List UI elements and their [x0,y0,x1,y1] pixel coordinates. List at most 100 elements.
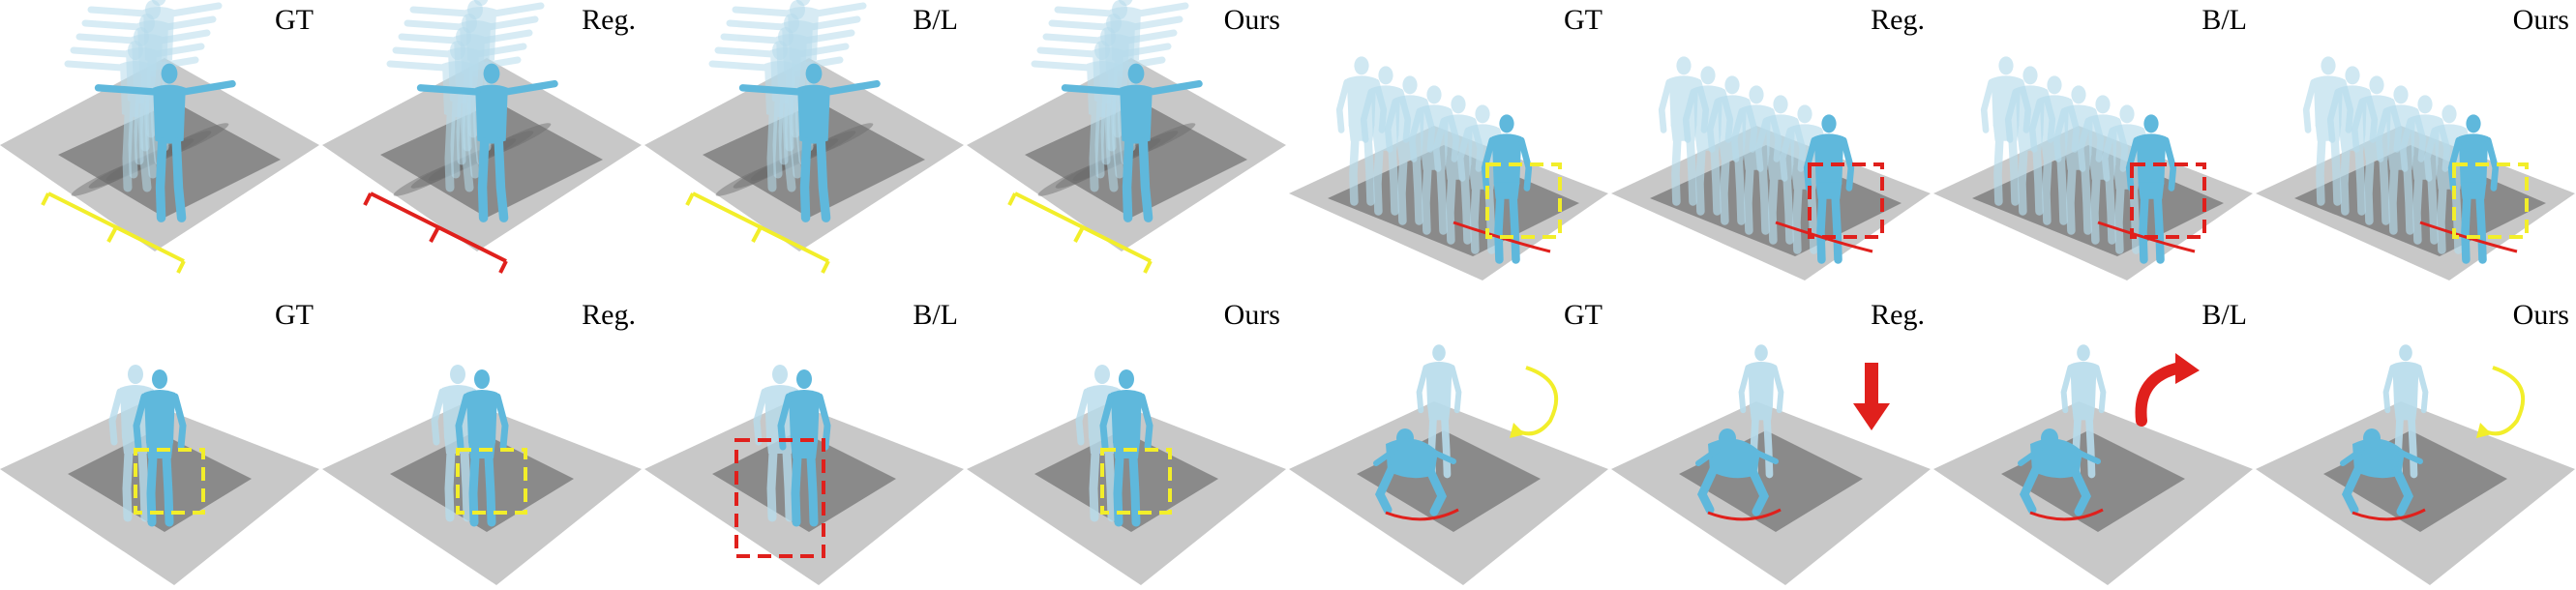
dashed-box-icon [134,448,205,515]
method-label: GT [1564,4,1603,36]
dashed-box-icon [1485,162,1562,239]
dashed-box-icon [456,448,527,515]
body-figure [2447,114,2500,264]
body-figure [1695,428,1779,516]
render-canvas [0,365,319,585]
panel-pair-2: Reg. [322,295,642,590]
method-label: Reg. [582,4,636,36]
floor-mat [390,430,574,532]
body-figure [2399,95,2451,245]
panel-pair-4: Ours [967,295,1286,590]
method-label: B/L [2202,299,2247,331]
floor-mat [380,102,603,218]
render-canvas [1933,56,2253,280]
trajectory-line [1453,221,1551,253]
panel-crouch-1: GT [1289,295,1608,590]
method-label: B/L [913,4,958,36]
floor-mat [58,102,281,218]
render-canvas [644,365,964,585]
method-label: GT [1564,299,1603,331]
method-label: Ours [1223,299,1280,331]
trajectory-line [1385,508,1459,521]
body-figure [2018,428,2101,516]
render-canvas [0,0,319,274]
trajectory-line [2419,221,2518,253]
panel-crouch-4: Ours [2256,295,2575,590]
curved-arrow-icon [1510,366,1559,438]
body-figure [1384,75,1436,225]
method-label: GT [275,299,314,331]
panel-walk-4: Ours [967,0,1286,295]
down-arrow-icon [1853,363,1890,430]
panel-stride-2: Reg. [1611,0,1931,295]
panel-pair-3: B/L [644,295,964,590]
panel-walk-1: GT [0,0,319,295]
render-canvas [322,0,642,274]
method-label: Reg. [1871,4,1925,36]
method-label: Reg. [582,299,636,331]
trajectory-line [2351,508,2426,521]
trajectory-line [2029,508,2104,521]
body-figure [1730,85,1782,235]
trajectory-line [1775,221,1873,253]
body-figure [2077,95,2129,245]
body-figure [133,369,187,527]
floor-mat [1034,430,1218,532]
floor-mat [1025,102,1247,218]
panel-walk-2: Reg. [322,0,642,295]
dashed-box-icon [2130,162,2206,239]
panel-crouch-2: Reg. [1611,295,1931,590]
render-canvas [644,0,964,274]
body-figure [2375,85,2427,235]
dashed-box-icon [1100,448,1172,515]
dashed-box-icon [1808,162,1884,239]
body-figure [1980,56,2032,206]
body-figure [2060,344,2107,479]
bracket-icon [1007,192,1153,274]
method-label: Ours [2512,299,2569,331]
render-canvas [1611,56,1931,280]
body-figure [2382,344,2429,479]
render-canvas [1611,344,1931,585]
render-canvas [2256,56,2575,280]
bracket-icon [363,192,508,274]
panel-stride-1: GT [1289,0,1608,295]
method-label: B/L [913,299,958,331]
render-canvas [1289,344,1608,585]
panel-walk-3: B/L [644,0,964,295]
body-figure [94,63,236,222]
panel-crouch-3: B/L [1933,295,2253,590]
body-figure [2125,114,2177,264]
render-canvas [1289,56,1608,280]
trajectory-line [1707,508,1782,521]
body-figure [1779,104,1831,254]
method-label: Ours [2512,4,2569,36]
body-figure [1481,114,1533,264]
panel-stride-4: Ours [2256,0,2575,295]
method-label: Ours [1223,4,1280,36]
body-figure [416,63,558,222]
method-label: GT [275,4,314,36]
body-figure [1061,63,1203,222]
render-canvas [2256,344,2575,585]
floor-mat [712,430,896,532]
body-figure [777,369,831,527]
body-figure [1373,428,1456,516]
body-figure [2340,428,2423,516]
trajectory-line [2097,221,2196,253]
body-figure [1803,114,1855,264]
curved-arrow-icon [2135,353,2200,427]
bracket-icon [685,192,830,274]
dashed-box-icon [734,438,825,558]
floor-mat [68,430,252,532]
method-label: B/L [2202,4,2247,36]
bracket-icon [41,192,186,274]
panel-stride-3: B/L [1933,0,2253,295]
floor-mat [703,102,925,218]
body-figure [738,63,881,222]
dashed-box-icon [2452,162,2529,239]
curved-arrow-icon [2476,366,2526,438]
method-label: Reg. [1871,299,1925,331]
body-figure [2351,75,2403,225]
render-canvas [322,365,642,585]
